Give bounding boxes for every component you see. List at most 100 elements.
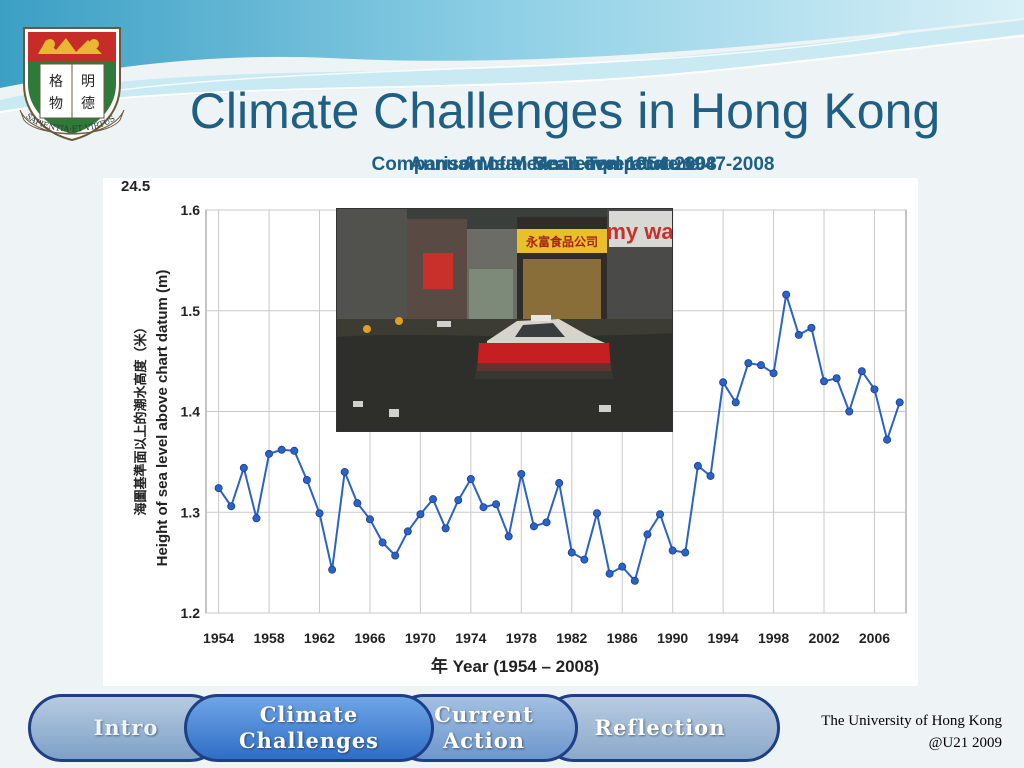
data-point	[529, 522, 538, 531]
x-tick-label: 2002	[808, 630, 839, 646]
data-point	[592, 509, 601, 518]
data-point	[265, 449, 274, 458]
data-point	[845, 407, 854, 416]
x-tick-label: 1970	[405, 630, 436, 646]
data-point	[441, 524, 450, 533]
crest-glyph-2: 明	[81, 74, 95, 90]
y-axis-label-chinese: 海圖基準面以上的潮水高度（米）	[133, 320, 149, 515]
data-point	[744, 359, 753, 368]
data-point	[328, 565, 337, 574]
nav-climate-label-line1: Climate	[259, 701, 359, 727]
data-point	[643, 530, 652, 539]
data-point	[454, 496, 463, 505]
data-point	[492, 500, 501, 509]
photo-shop-sign-1: 永富食品公司	[525, 234, 598, 249]
x-tick-label: 1958	[253, 630, 284, 646]
data-point	[630, 576, 639, 585]
flooded-street-photo: 永富食品公司 my wa	[336, 208, 673, 432]
data-point	[693, 461, 702, 470]
x-tick-label: 1966	[354, 630, 385, 646]
x-tick-label: 1974	[455, 630, 486, 646]
photo-shop-sign-2: my wa	[606, 219, 673, 244]
data-point	[429, 495, 438, 504]
crest-glyph-4: 德	[81, 96, 95, 112]
university-crest-logo: 格 明 物 德 SAPIENTIA·ET·VIRTUS	[16, 24, 128, 142]
slide-title: Climate Challenges in Hong Kong	[189, 83, 941, 139]
data-point	[719, 378, 728, 387]
data-point	[555, 479, 564, 488]
data-point	[252, 514, 261, 523]
data-point	[340, 467, 349, 476]
y-tick-label: 1.3	[181, 504, 201, 520]
y-tick-label: 1.4	[181, 404, 201, 420]
data-point	[883, 435, 892, 444]
data-point	[517, 469, 526, 478]
y-tick-label: 1.2	[181, 605, 201, 621]
data-point	[807, 323, 816, 332]
data-point	[365, 515, 374, 524]
nav-climate-label-line2: Challenges	[238, 728, 380, 753]
x-tick-label: 1994	[708, 630, 739, 646]
overlapping-subtitles: Comparison of Mean Temperature 1947-2008…	[192, 154, 942, 184]
data-point	[302, 476, 311, 485]
crest-glyph-3: 物	[49, 96, 63, 112]
nav-reflection-label: Reflection	[594, 714, 726, 740]
x-tick-label: 1998	[758, 630, 789, 646]
data-point	[214, 484, 223, 493]
data-point	[403, 527, 412, 536]
y-tick-label: 1.5	[181, 303, 201, 319]
data-point	[378, 538, 387, 547]
data-point	[618, 562, 627, 571]
data-point	[895, 398, 904, 407]
nav-current-label-line1: Current	[434, 701, 534, 727]
data-point	[857, 367, 866, 376]
footer-credit: The University of Hong Kong @U21 2009	[821, 710, 1002, 754]
data-point	[353, 499, 362, 508]
flood-photo-illustration: 永富食品公司 my wa	[337, 209, 673, 431]
x-tick-label: 1982	[556, 630, 587, 646]
x-tick-label: 1986	[607, 630, 638, 646]
footer-university: The University of Hong Kong	[821, 713, 1002, 729]
subtitle-temperature-comparison: Comparison of Mean Temperature 1947-2008	[371, 154, 775, 175]
nav-climate-challenges-button[interactable]: Climate Challenges	[184, 694, 434, 762]
nav-intro-label: Intro	[93, 714, 159, 740]
data-point	[479, 503, 488, 512]
section-navigation: Intro Climate Challenges Current Action …	[28, 694, 788, 764]
data-point	[290, 446, 299, 455]
data-point	[832, 374, 841, 383]
data-point	[605, 569, 614, 578]
crest-glyph-1: 格	[49, 74, 63, 90]
x-tick-label: 1978	[506, 630, 537, 646]
nav-reflection-button[interactable]: Reflection	[540, 694, 780, 762]
x-tick-label: 1962	[304, 630, 335, 646]
data-point	[239, 463, 248, 472]
data-point	[731, 398, 740, 407]
data-point	[706, 471, 715, 480]
data-point	[756, 361, 765, 370]
x-tick-label: 2006	[859, 630, 890, 646]
data-point	[870, 385, 879, 394]
data-point	[315, 509, 324, 518]
data-point	[769, 369, 778, 378]
x-tick-label: 1954	[203, 630, 234, 646]
sea-level-chart: 24.5 1.2 1.3 1.4 1.5 1.6 1954 1958 1962 1966 197…	[103, 178, 918, 686]
subtitle-annual-mean-temperature: Annual Mean Temperature	[462, 154, 700, 175]
data-point	[277, 445, 286, 454]
header-swoosh-decoration	[0, 0, 1024, 130]
subtitle-sea-level: Annual Mean Sea Level 1954-2008	[409, 154, 717, 175]
data-point	[668, 546, 677, 555]
data-point	[580, 555, 589, 564]
data-point	[391, 551, 400, 560]
data-point	[466, 475, 475, 484]
nav-current-label-line2: Action	[442, 728, 526, 753]
data-point	[542, 518, 551, 527]
data-point	[504, 532, 513, 541]
data-point	[820, 377, 829, 386]
data-point	[656, 510, 665, 519]
y-axis-label-english: Height of sea level above chart datum (m…	[154, 270, 171, 567]
x-axis-label: 年 Year (1954 – 2008)	[431, 656, 599, 676]
data-point	[567, 548, 576, 557]
data-point	[227, 502, 236, 511]
data-point	[681, 548, 690, 557]
data-point	[416, 510, 425, 519]
